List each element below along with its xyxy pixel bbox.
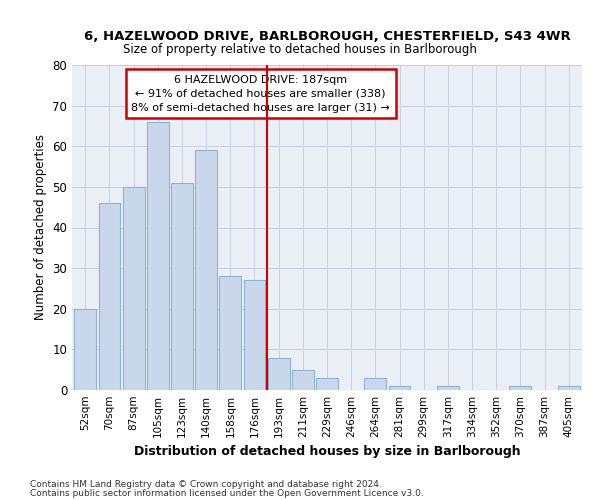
Bar [220, 276, 241, 390]
Bar [171, 183, 193, 390]
Bar [244, 280, 265, 390]
Bar [268, 358, 290, 390]
Bar [437, 386, 459, 390]
Text: Contains HM Land Registry data © Crown copyright and database right 2024.: Contains HM Land Registry data © Crown c… [30, 480, 382, 489]
Bar [147, 122, 169, 390]
Text: Contains public sector information licensed under the Open Government Licence v3: Contains public sector information licen… [30, 488, 424, 498]
Bar [292, 370, 314, 390]
Bar [316, 378, 338, 390]
Bar [389, 386, 410, 390]
Title: 6, HAZELWOOD DRIVE, BARLBOROUGH, CHESTERFIELD, S43 4WR: 6, HAZELWOOD DRIVE, BARLBOROUGH, CHESTER… [83, 30, 571, 43]
Bar [123, 187, 145, 390]
Text: Size of property relative to detached houses in Barlborough: Size of property relative to detached ho… [123, 42, 477, 56]
Text: 6 HAZELWOOD DRIVE: 187sqm
← 91% of detached houses are smaller (338)
8% of semi-: 6 HAZELWOOD DRIVE: 187sqm ← 91% of detac… [131, 74, 390, 113]
Bar [364, 378, 386, 390]
X-axis label: Distribution of detached houses by size in Barlborough: Distribution of detached houses by size … [134, 446, 520, 458]
Bar [558, 386, 580, 390]
Bar [74, 308, 96, 390]
Bar [195, 150, 217, 390]
Bar [509, 386, 531, 390]
Y-axis label: Number of detached properties: Number of detached properties [34, 134, 47, 320]
Bar [98, 203, 121, 390]
